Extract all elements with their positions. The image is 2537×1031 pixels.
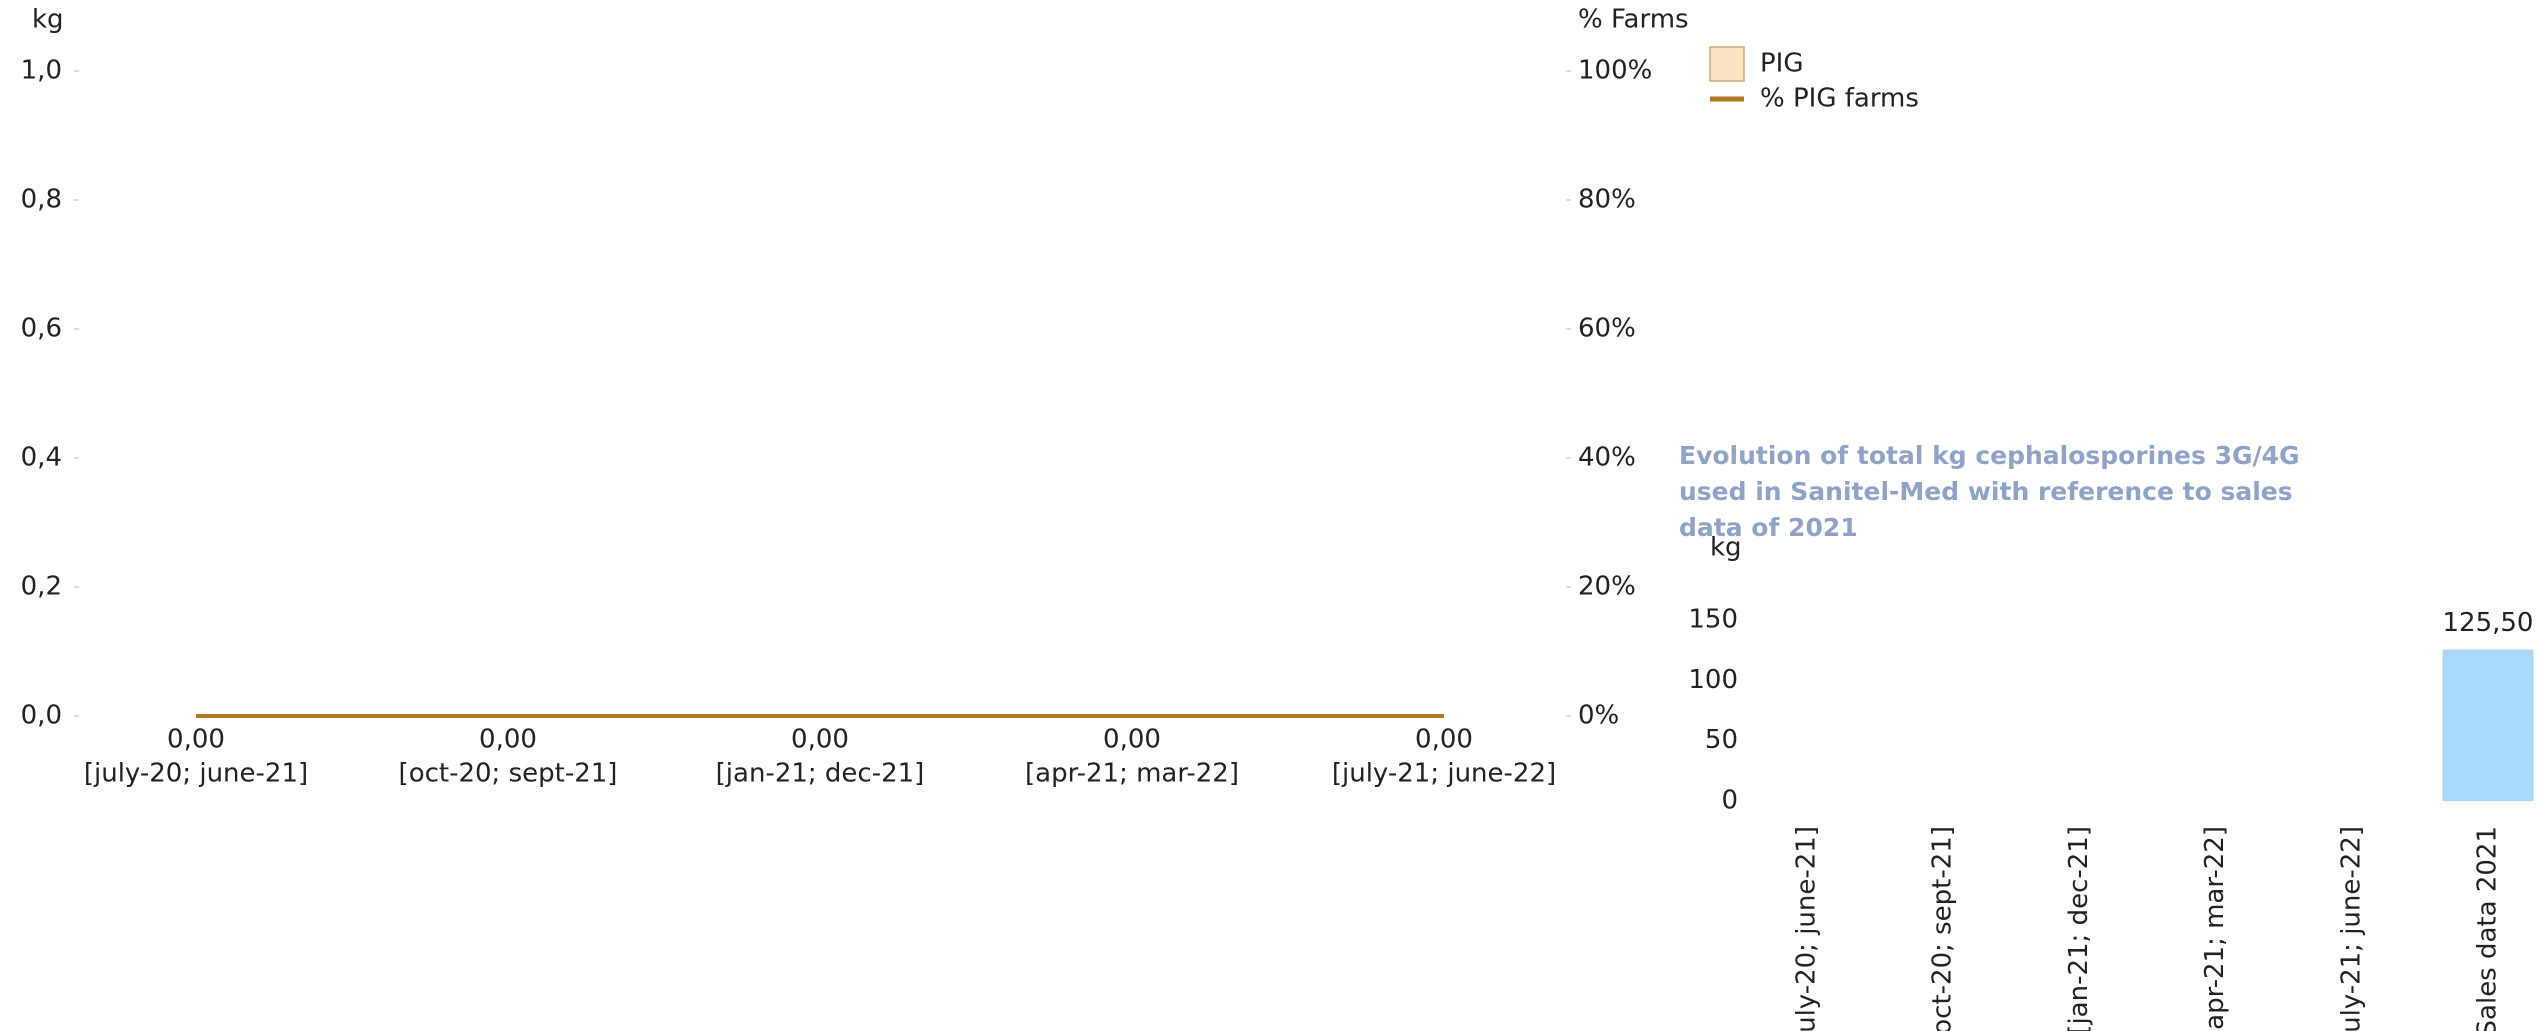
y-tick-label: 0,4 [21, 443, 62, 473]
legend-swatch [1709, 46, 1745, 82]
x-tick-label: Sales data 2021 [2473, 826, 2503, 1031]
y-tick-label: 50 [1705, 725, 1738, 755]
value-label: 0,00 [791, 725, 849, 755]
y2-tick-label: 0% [1578, 701, 1619, 731]
legend-label: PIG [1760, 49, 1804, 79]
y-axis-label: kg [1710, 533, 1742, 563]
x-tick-label: [july-21; june-22] [2336, 826, 2366, 1031]
y-tick-label: 0,0 [21, 701, 62, 731]
y-tick-label: 0,6 [21, 314, 62, 344]
value-label: 0,00 [1103, 725, 1161, 755]
y-tick-label: 0 [1721, 786, 1738, 816]
legend-label: % PIG farms [1760, 84, 1919, 114]
value-label: 0,00 [167, 725, 225, 755]
value-label: 0,00 [1415, 725, 1473, 755]
value-label: 125,50 [2443, 608, 2534, 638]
y-tick-label: 150 [1688, 605, 1738, 635]
value-label: 0,00 [479, 725, 537, 755]
y2-axis-label: % Farms [1578, 5, 1689, 35]
x-tick-label: [july-20; june-21] [84, 759, 308, 789]
x-tick-label: [oct-20; sept-21] [399, 759, 618, 789]
x-tick-label: [apr-21; mar-22] [1025, 759, 1239, 789]
y2-tick-label: 40% [1578, 443, 1636, 473]
y-tick-label: 0,2 [21, 572, 62, 602]
chart-title: Evolution of total kg cephalosporines 3G… [1679, 441, 2300, 542]
bar [2442, 649, 2534, 801]
x-tick-label: [july-20; june-21] [1792, 826, 1822, 1031]
y-axis-label: kg [32, 5, 64, 35]
y2-tick-label: 60% [1578, 314, 1636, 344]
y2-tick-label: 100% [1578, 56, 1652, 86]
y-tick-label: 1,0 [21, 56, 62, 86]
y2-tick-label: 80% [1578, 185, 1636, 215]
x-tick-label: [oct-20; sept-21] [1928, 826, 1958, 1031]
y2-tick-label: 20% [1578, 572, 1636, 602]
y-tick-label: 100 [1688, 665, 1738, 695]
x-tick-label: [apr-21; mar-22] [2200, 826, 2230, 1031]
x-tick-label: [july-21; june-22] [1332, 759, 1556, 789]
y-tick-label: 0,8 [21, 185, 62, 215]
x-tick-label: [jan-21; dec-21] [2064, 826, 2094, 1031]
x-tick-label: [jan-21; dec-21] [716, 759, 925, 789]
